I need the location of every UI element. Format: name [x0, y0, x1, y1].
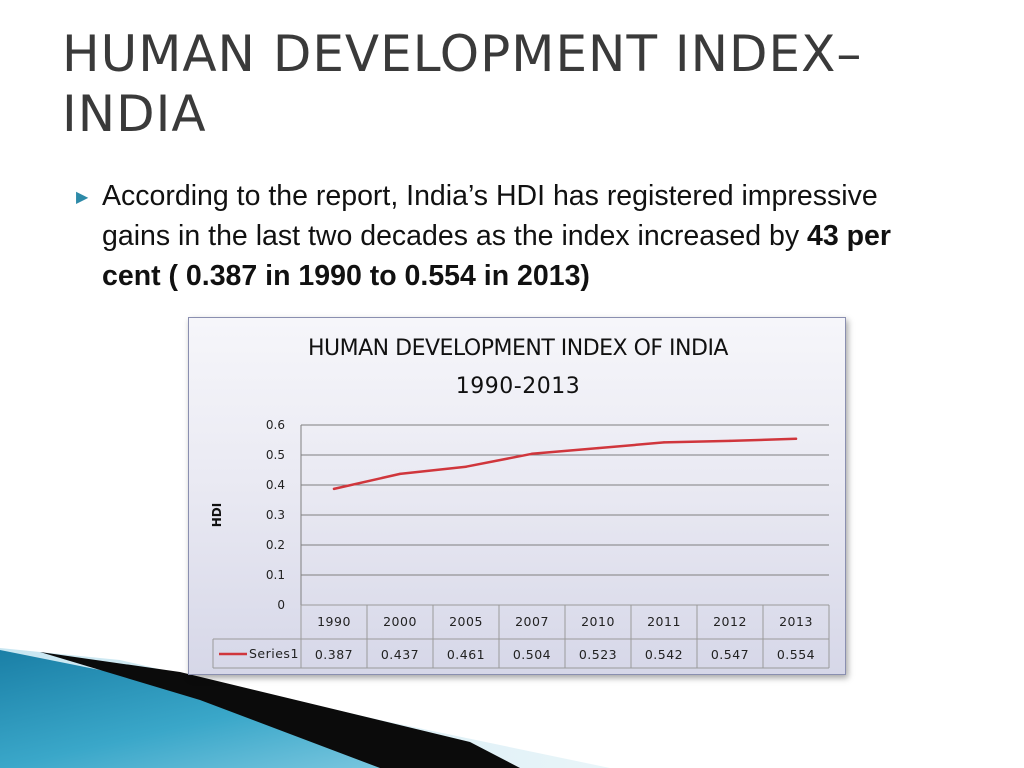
- data-point: [596, 446, 600, 450]
- data-value-cell: 0.437: [381, 647, 419, 662]
- data-point: [728, 439, 732, 443]
- data-value-cell: 0.504: [513, 647, 551, 662]
- data-point: [530, 452, 534, 455]
- chart-plot: 0.6 0.5 0.4 0.3 0.2 0.1 0 HDI 1990 0.387 2000 0.437…: [210, 418, 830, 669]
- data-value-cell: 0.542: [645, 647, 683, 662]
- chart-container: HUMAN DEVELOPMENT INDEX OF INDIA 1990-20…: [188, 317, 846, 675]
- y-tick-label: 0.4: [266, 478, 285, 492]
- legend-series-label: Series1: [249, 646, 299, 661]
- body-paragraph: According to the report, India’s HDI has…: [102, 176, 932, 296]
- y-tick-label: 0.2: [266, 538, 285, 552]
- y-tick-label: 0.1: [266, 568, 285, 582]
- x-category-label: 2012: [713, 614, 747, 629]
- body-text-bold: 43 per cent ( 0.387 in 1990 to 0.554 in …: [102, 220, 891, 292]
- x-category-label: 2007: [515, 614, 549, 629]
- data-value-cell: 0.461: [447, 647, 485, 662]
- y-tick-label: 0.3: [266, 508, 285, 522]
- x-category-label: 2000: [383, 614, 417, 629]
- data-point: [794, 437, 798, 440]
- y-tick-label: 0.6: [266, 418, 285, 432]
- x-category-label: 2013: [779, 614, 813, 629]
- bullet-arrow-icon: ▶: [76, 189, 89, 206]
- chart-subtitle: 1990-2013: [455, 374, 581, 399]
- x-category-label: 2011: [647, 614, 681, 629]
- chart-title: HUMAN DEVELOPMENT INDEX OF INDIA: [308, 336, 728, 361]
- series-line-series1: [332, 437, 798, 491]
- data-point: [662, 441, 666, 444]
- x-category-label: 1990: [317, 614, 351, 629]
- data-value-cell: 0.387: [315, 647, 353, 662]
- data-value-cell: 0.547: [711, 647, 749, 662]
- y-tick-label: 0.5: [266, 448, 285, 462]
- data-point: [464, 465, 468, 468]
- data-value-cell: 0.523: [579, 647, 617, 662]
- x-category-label: 2010: [581, 614, 615, 629]
- data-point: [332, 487, 336, 491]
- y-tick-label: 0: [277, 598, 285, 612]
- data-point: [398, 472, 402, 476]
- data-value-cell: 0.554: [777, 647, 815, 662]
- y-axis-title: HDI: [210, 503, 224, 527]
- x-category-label: 2005: [449, 614, 483, 629]
- body-text-regular: According to the report, India’s HDI has…: [102, 180, 878, 252]
- slide-title: HUMAN DEVELOPMENT INDEX– INDIA: [62, 25, 863, 143]
